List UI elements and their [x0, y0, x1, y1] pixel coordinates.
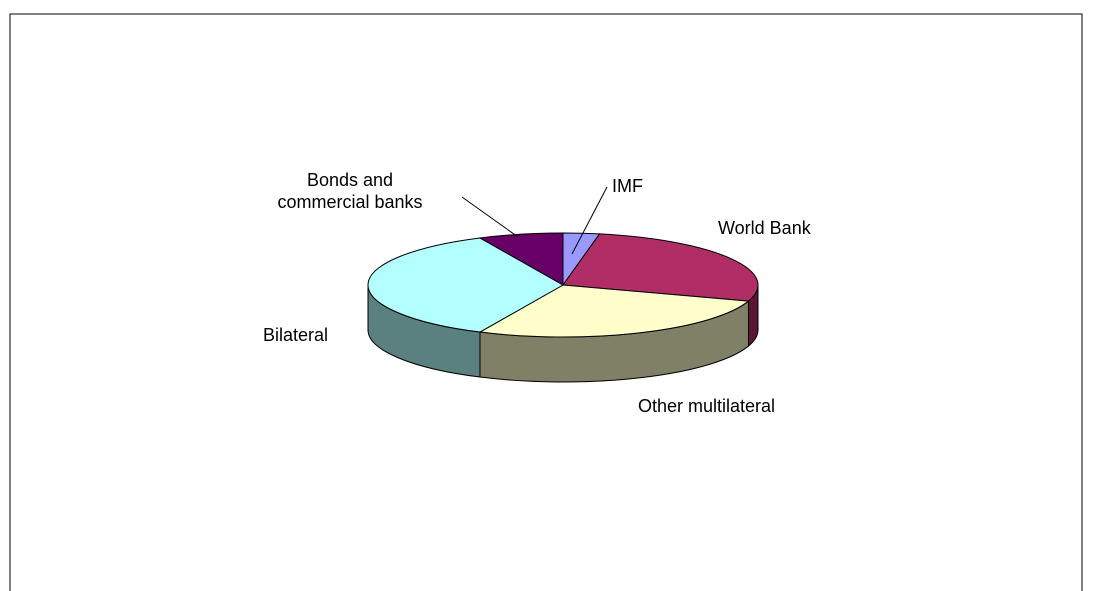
chart-frame	[9, 13, 1083, 591]
pie-slice	[562, 233, 759, 302]
slice-label: Bilateral	[263, 325, 329, 345]
leader-line	[571, 186, 608, 255]
slice-label: Bonds and commercial banks	[277, 170, 423, 212]
pie-slice	[478, 284, 750, 338]
pie-slice	[367, 237, 565, 333]
pie-slice	[478, 232, 564, 286]
slice-label: IMF	[612, 176, 643, 196]
leader-line	[461, 196, 519, 238]
slice-label: World Bank	[718, 218, 811, 238]
slice-label: Other multilateral	[638, 396, 776, 416]
